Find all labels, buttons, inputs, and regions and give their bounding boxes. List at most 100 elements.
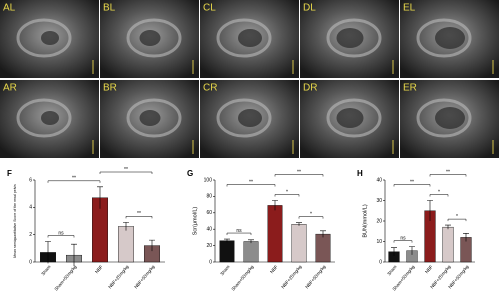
significance-label: ** <box>72 176 76 182</box>
significance-bracket <box>47 235 75 238</box>
x-tick-label: NBF+50mg/kg <box>133 264 156 290</box>
kidney-shape <box>216 18 272 58</box>
significance-label: ** <box>410 179 414 185</box>
significance-bracket <box>47 180 101 183</box>
x-tick-label: NBF+25mg/kg <box>107 264 130 290</box>
significance-bracket <box>125 216 153 219</box>
y-tick-label: 0 <box>379 259 382 265</box>
y-tick-label: 60 <box>206 210 212 216</box>
bar <box>267 205 283 263</box>
significance-bracket <box>226 184 276 187</box>
x-tick-label: NBF <box>269 264 279 274</box>
x-tick-label: Sham+50mg/kg <box>230 264 254 292</box>
bar <box>219 240 235 263</box>
x-tick-label: NBF <box>424 264 434 274</box>
error-bar <box>149 239 155 252</box>
bar <box>243 241 259 263</box>
error-bar <box>248 239 254 244</box>
kidney-pelvis <box>336 28 364 48</box>
bar <box>117 226 134 263</box>
significance-bracket <box>393 184 431 187</box>
error-bar <box>296 222 302 226</box>
image-label: CL <box>203 3 216 14</box>
significance-label: * <box>456 214 458 220</box>
significance-label: ** <box>446 169 450 175</box>
panel-label: H <box>357 169 363 178</box>
bar <box>315 233 331 263</box>
x-tick-label: NBF+25mg/kg <box>280 264 303 290</box>
error-bar <box>391 247 397 256</box>
error-bar <box>320 230 326 238</box>
image-label: BL <box>103 3 116 14</box>
panel-label: G <box>187 169 193 178</box>
significance-label: ns <box>58 230 64 236</box>
y-tick-label: 0 <box>29 259 32 265</box>
y-tick-label: 0 <box>209 259 212 265</box>
significance-label: * <box>286 189 288 195</box>
kidney-shape <box>416 18 472 58</box>
significance-bracket <box>429 194 449 197</box>
kidney-pelvis <box>435 27 465 49</box>
y-axis-label: Scr(μmol/L) <box>192 207 198 236</box>
error-bar <box>123 222 129 231</box>
significance-label: ** <box>124 167 128 173</box>
x-tick-label: NBF <box>94 264 104 274</box>
kidney-pelvis <box>238 29 262 47</box>
charts: F Mean semiquantitative Score of the rena… <box>7 167 475 292</box>
image-label: EL <box>403 3 416 14</box>
bar <box>442 226 454 263</box>
error-bar <box>409 246 415 255</box>
error-bar <box>445 224 451 230</box>
kidney-shape <box>326 98 382 138</box>
kidney-shape <box>126 98 182 138</box>
significance-label: ns <box>236 228 242 234</box>
error-bar <box>45 241 51 264</box>
significance-label: * <box>438 189 440 195</box>
image-label: ER <box>403 83 417 94</box>
significance-bracket <box>99 171 153 174</box>
panel-label: F <box>7 169 12 178</box>
y-tick-label: 80 <box>206 194 212 200</box>
kidney-pelvis <box>41 31 59 45</box>
image-label: DR <box>303 83 317 94</box>
significance-label: ns <box>400 235 406 241</box>
kidney-pelvis <box>238 109 262 127</box>
error-bar <box>71 243 77 267</box>
kidney-shape <box>416 98 472 138</box>
error-bar <box>97 186 103 209</box>
significance-bracket <box>447 218 467 222</box>
kidney-pelvis <box>139 30 161 46</box>
x-tick-label: Sham <box>40 264 52 276</box>
y-tick-label: 10 <box>376 239 382 245</box>
image-label: BR <box>103 83 117 94</box>
y-tick-label: 100 <box>204 177 213 183</box>
image-label: AR <box>3 83 17 94</box>
significance-label: * <box>310 211 312 217</box>
y-axis-label: BUN(mmol/L) <box>362 204 368 237</box>
image-label: AL <box>3 3 16 14</box>
error-bar <box>463 233 469 242</box>
y-axis-label: Mean semiquantitative Score of the renal… <box>13 184 17 258</box>
significance-bracket <box>298 216 324 219</box>
image-label: CR <box>203 83 217 94</box>
significance-bracket <box>274 194 300 197</box>
image-label: DL <box>303 3 316 14</box>
kidney-shape <box>216 98 272 138</box>
y-tick-label: 40 <box>206 227 212 233</box>
significance-label: ** <box>137 211 141 217</box>
y-tick-label: 40 <box>376 177 382 183</box>
x-tick-label: Sham <box>386 264 398 276</box>
significance-bracket <box>274 174 324 177</box>
kidney-pelvis <box>336 108 364 128</box>
bar <box>291 224 307 263</box>
x-tick-label: NBF+50mg/kg <box>304 264 327 290</box>
kidney-shape <box>16 98 72 138</box>
y-tick-label: 4 <box>29 205 32 211</box>
kidney-pelvis <box>139 110 161 126</box>
x-tick-label: Sham <box>219 264 231 276</box>
significance-bracket <box>226 232 252 236</box>
bar-chart: F Mean semiquantitative Score of the rena… <box>7 167 165 292</box>
significance-label: ** <box>249 179 253 185</box>
